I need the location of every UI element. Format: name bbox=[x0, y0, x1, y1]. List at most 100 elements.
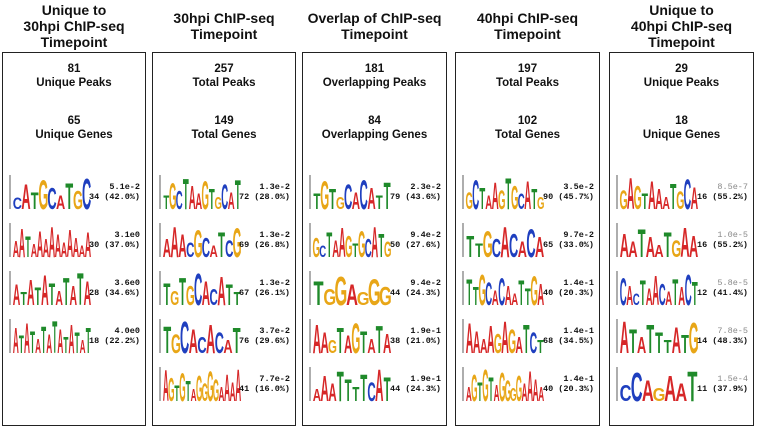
logo-letter: T bbox=[345, 374, 352, 403]
logo-letter: T bbox=[672, 271, 678, 307]
logo-letter: A bbox=[178, 229, 186, 259]
logo-letter: A bbox=[664, 369, 676, 403]
motif-pvalue: 1.3e-2 bbox=[259, 182, 290, 192]
logo-letter: A bbox=[518, 237, 527, 259]
logo-letter: T bbox=[629, 324, 637, 355]
column-title: Unique to 30hpi ChIP-seq Timepoint bbox=[23, 2, 125, 50]
logo-letter: A bbox=[466, 317, 474, 355]
column-title: 40hpi ChIP-seq Timepoint bbox=[476, 10, 579, 42]
logo-letter: A bbox=[219, 384, 225, 403]
logo-letter: A bbox=[620, 317, 629, 355]
logo-letter: C bbox=[194, 269, 202, 307]
logo-letter: C bbox=[367, 378, 375, 403]
logo-letter: A bbox=[535, 231, 544, 259]
motif-count: 40 (20.3%) bbox=[542, 288, 594, 298]
logo-letter: A bbox=[43, 236, 49, 259]
motif-pvalue: 7.8e-5 bbox=[717, 326, 748, 336]
logo-letter: A bbox=[383, 330, 391, 355]
logo-letter: T bbox=[670, 176, 676, 211]
logo-letter: C bbox=[472, 173, 479, 211]
motif-count: 41 (16.0%) bbox=[238, 384, 290, 394]
motif-count: 14 (48.3%) bbox=[696, 336, 748, 346]
logo-letter: T bbox=[525, 284, 531, 307]
logo-letter: A bbox=[691, 181, 698, 211]
motif-stats: 1.4e-1 40 (20.3%) bbox=[543, 374, 594, 394]
logo-letter: A bbox=[321, 369, 329, 403]
logo-letter: T bbox=[473, 282, 479, 307]
logo-letter: G bbox=[358, 223, 365, 259]
motif-stats: 3.1e0 30 (37.0%) bbox=[89, 230, 140, 250]
logo-letter: T bbox=[41, 318, 46, 355]
logo-letter: T bbox=[163, 193, 169, 211]
logo-letter: A bbox=[678, 282, 685, 307]
logo-letter: A bbox=[24, 317, 30, 355]
logo-letter: A bbox=[375, 365, 383, 403]
logo-letter: T bbox=[163, 277, 170, 307]
motif-stats: 9.4e-2 50 (27.6%) bbox=[390, 230, 441, 250]
logo-letter: G bbox=[671, 237, 681, 259]
logo-letter: G bbox=[207, 365, 213, 403]
motif-pvalue: 1.4e-1 bbox=[563, 374, 594, 384]
logo-letter: A bbox=[35, 336, 41, 355]
logo-letter: A bbox=[501, 317, 509, 355]
logo-letter: G bbox=[186, 282, 195, 307]
logo-letter: T bbox=[664, 337, 672, 355]
logo-letter: A bbox=[69, 317, 75, 355]
logo-letter: G bbox=[196, 371, 202, 403]
logo-letter: A bbox=[61, 239, 68, 259]
logo-letter: G bbox=[202, 378, 208, 403]
motif-stats: 7.7e-2 41 (16.0%) bbox=[239, 374, 290, 394]
logo-letter: T bbox=[523, 317, 529, 355]
logo-letter: C bbox=[13, 194, 22, 211]
motif-pvalue: 9.7e-2 bbox=[563, 230, 594, 240]
logo-letter: A bbox=[55, 287, 63, 307]
logo-letter: A bbox=[163, 235, 171, 259]
logo-letter: G bbox=[215, 193, 222, 211]
logo-letter: A bbox=[313, 318, 321, 355]
logo-letter: G bbox=[202, 175, 209, 211]
logo-letter: T bbox=[86, 320, 91, 355]
logo-letter: A bbox=[367, 181, 375, 211]
motif-count: 28 (34.6%) bbox=[88, 288, 140, 298]
column-4: 40hpi ChIP-seq Timepoint 197 Total Peaks 10… bbox=[455, 0, 600, 428]
logo-letter: A bbox=[189, 324, 198, 355]
logo-letter: T bbox=[63, 271, 69, 307]
logo-letter: A bbox=[485, 192, 492, 211]
logo-letter: A bbox=[492, 175, 499, 211]
logo-letter: C bbox=[659, 278, 666, 307]
stat2-label: Total Genes bbox=[191, 129, 257, 141]
motif-stats: 4.0e0 18 (22.2%) bbox=[89, 326, 140, 346]
logo-letter: A bbox=[235, 365, 241, 403]
motif-pvalue: 9.4e-2 bbox=[410, 230, 441, 240]
logo-letter: T bbox=[35, 284, 42, 307]
logo-letter: T bbox=[475, 240, 483, 259]
logo-letter: G bbox=[471, 366, 477, 403]
logo-letter: C bbox=[197, 332, 206, 355]
logo-letter: T bbox=[77, 269, 83, 307]
logo-letter: T bbox=[638, 222, 646, 259]
motif-pvalue: 1.0e-5 bbox=[717, 230, 748, 240]
logo-letter: G bbox=[233, 221, 241, 259]
logo-letter: A bbox=[344, 331, 352, 355]
column-5: Unique to 40hpi ChIP-seq Timepoint 29 Uniq… bbox=[609, 0, 754, 428]
logo-letter: A bbox=[655, 182, 663, 211]
logo-letter: A bbox=[230, 378, 236, 403]
motif-pvalue: 1.4e-1 bbox=[563, 278, 594, 288]
logo-letter: T bbox=[518, 275, 524, 307]
logo-letter: T bbox=[384, 175, 391, 211]
motif-count: 50 (27.6%) bbox=[389, 240, 441, 250]
logo-letter: G bbox=[689, 317, 698, 355]
logo-letter: T bbox=[233, 320, 241, 355]
column-panel: 181 Overlapping Peaks 84 Overlapping Genes T… bbox=[302, 52, 447, 426]
